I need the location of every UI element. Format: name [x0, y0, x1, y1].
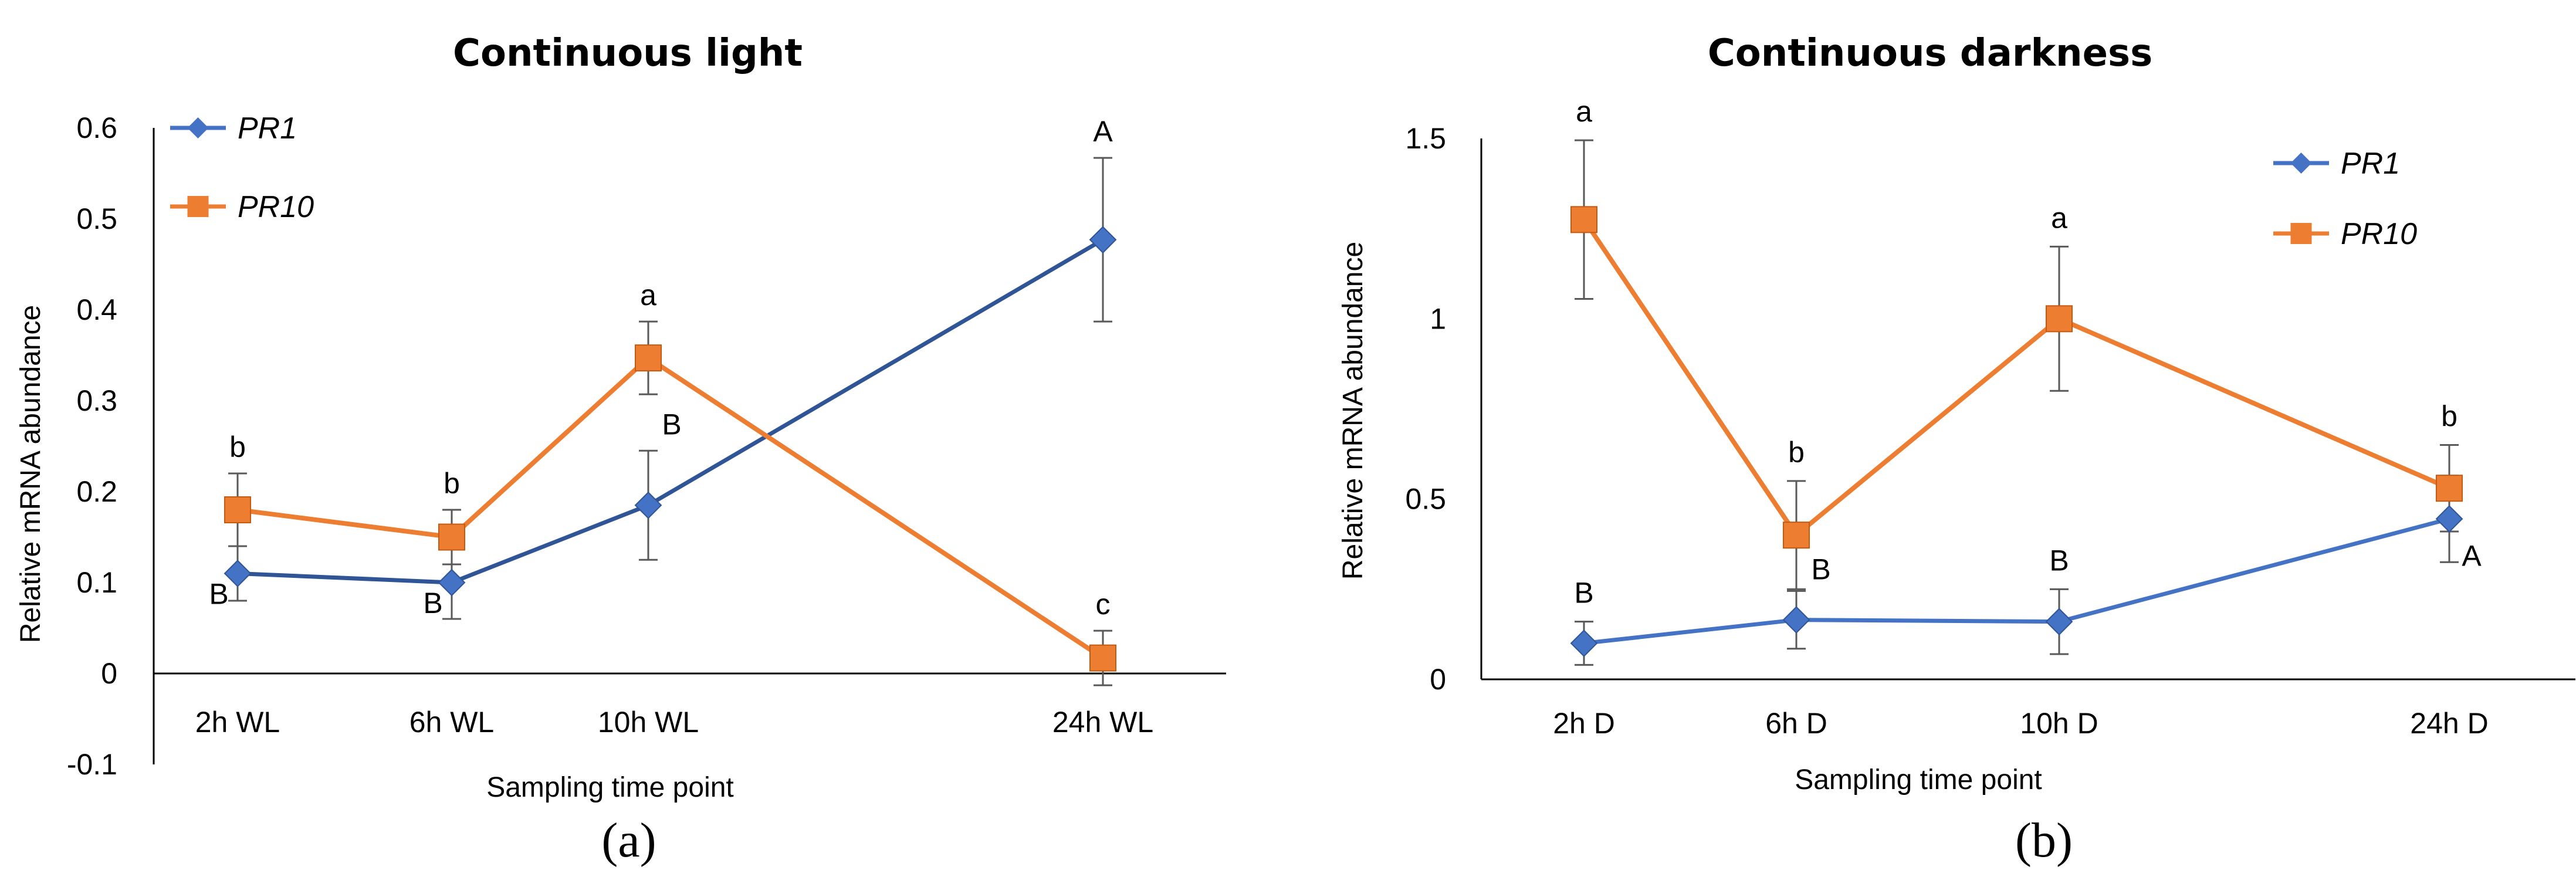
data-point-pr10 — [1570, 206, 1597, 233]
chart-title: Continuous darkness — [1708, 32, 2152, 75]
data-point-pr10 — [635, 344, 662, 372]
significance-letter: a — [1576, 95, 1592, 128]
legend: PR1 PR10 — [170, 111, 314, 224]
legend: PR1 PR10 — [2273, 147, 2417, 251]
x-axis-label: Sampling time point — [1795, 764, 2042, 795]
data-point-pr10 — [438, 523, 465, 551]
y-tick-label: 0.5 — [1405, 483, 1446, 516]
significance-letter: B — [1574, 577, 1593, 610]
data-point-pr1 — [1782, 606, 1810, 634]
x-tick-label: 24h D — [2410, 707, 2488, 740]
y-axis-label: Relative mRNA abundance — [1338, 242, 1369, 580]
significance-letter: B — [662, 408, 681, 441]
x-axis-label: Sampling time point — [486, 772, 734, 803]
y-tick-label: 1 — [1430, 302, 1446, 335]
y-tick-label: 0.1 — [76, 566, 117, 599]
significance-letter: c — [1096, 588, 1111, 621]
legend-label-pr10: PR10 — [2341, 217, 2417, 251]
series-line-pr10 — [237, 356, 1105, 660]
series-line-pr1 — [1583, 517, 2450, 646]
chart-title: Continuous light — [453, 32, 803, 75]
series-lines — [237, 238, 1105, 660]
x-tick-label: 2h D — [1553, 707, 1615, 740]
series-markers — [1570, 206, 2463, 657]
significance-letter: A — [2462, 539, 2482, 572]
series-markers — [224, 226, 1117, 672]
panel-b-continuous-darkness: Continuous darkness Sampling time point … — [1338, 32, 2575, 868]
y-tick-label: 0.4 — [76, 293, 117, 326]
series-lines — [1582, 218, 2450, 646]
y-tick-label: 0.6 — [76, 111, 117, 144]
significance-letters: B B B Ab b a c — [209, 115, 1113, 621]
x-tick-label: 24h WL — [1052, 706, 1153, 739]
series-line-pr10 — [1582, 218, 2450, 538]
legend-label-pr1: PR1 — [2341, 147, 2400, 181]
legend-label-pr10: PR10 — [238, 190, 314, 224]
data-point-pr1 — [2045, 608, 2073, 636]
x-tick-label: 2h WL — [195, 706, 280, 739]
y-tick-label: -0.1 — [67, 748, 117, 781]
x-tick-label: 6h D — [1765, 707, 1827, 740]
x-tick-label: 6h WL — [409, 706, 495, 739]
significance-letter: A — [1093, 115, 1113, 148]
series-line-pr1 — [237, 238, 1104, 585]
significance-letter: b — [1788, 436, 1805, 469]
legend-marker-pr1 — [2290, 153, 2312, 174]
panel-label: (b) — [2015, 813, 2073, 868]
data-point-pr10 — [2436, 475, 2463, 502]
axes: 0 0.5 1 1.5 2h D 6h D 10h D 24h D — [1405, 122, 2575, 740]
y-tick-label: 0 — [1430, 663, 1446, 696]
significance-letter: a — [640, 279, 656, 312]
data-point-pr1 — [224, 560, 252, 587]
significance-letter: b — [229, 431, 246, 463]
data-point-pr1 — [438, 568, 466, 597]
legend-marker-pr10 — [2290, 223, 2312, 244]
significance-letter: a — [2051, 201, 2067, 234]
data-point-pr1 — [1570, 629, 1598, 657]
significance-letter: B — [2049, 544, 2069, 577]
x-tick-label: 10h WL — [598, 706, 699, 739]
data-point-pr10 — [1783, 522, 1810, 549]
significance-letter: b — [2441, 400, 2457, 432]
legend-label-pr1: PR1 — [238, 111, 297, 145]
panel-a-continuous-light: Continuous light Sampling time point Rel… — [15, 32, 1226, 868]
y-tick-label: 0 — [101, 657, 117, 690]
x-tick-label: 10h D — [2020, 707, 2098, 740]
y-axis-label: Relative mRNA abundance — [15, 305, 46, 643]
significance-letter: B — [1811, 553, 1830, 585]
legend-marker-pr10 — [187, 196, 209, 217]
significance-letters: B B B Aa b a b — [1574, 95, 2482, 610]
legend-marker-pr1 — [187, 117, 209, 138]
data-point-pr1 — [634, 491, 662, 519]
y-tick-label: 0.2 — [76, 475, 117, 508]
y-tick-label: 1.5 — [1405, 122, 1446, 155]
data-point-pr10 — [224, 496, 251, 523]
significance-letter: B — [209, 578, 228, 611]
data-point-pr1 — [1089, 226, 1117, 254]
significance-letter: b — [444, 467, 460, 500]
data-point-pr1 — [2435, 505, 2463, 533]
data-point-pr10 — [2046, 305, 2073, 333]
panel-label: (a) — [601, 813, 656, 868]
y-tick-label: 0.5 — [76, 202, 117, 235]
significance-letter: B — [423, 587, 442, 620]
data-point-pr10 — [1089, 644, 1116, 672]
axes: -0.1 0 0.1 0.2 0.3 0.4 0.5 0.6 2h WL 6h WL 10h WL 2… — [67, 111, 1226, 781]
y-tick-label: 0.3 — [76, 384, 117, 417]
